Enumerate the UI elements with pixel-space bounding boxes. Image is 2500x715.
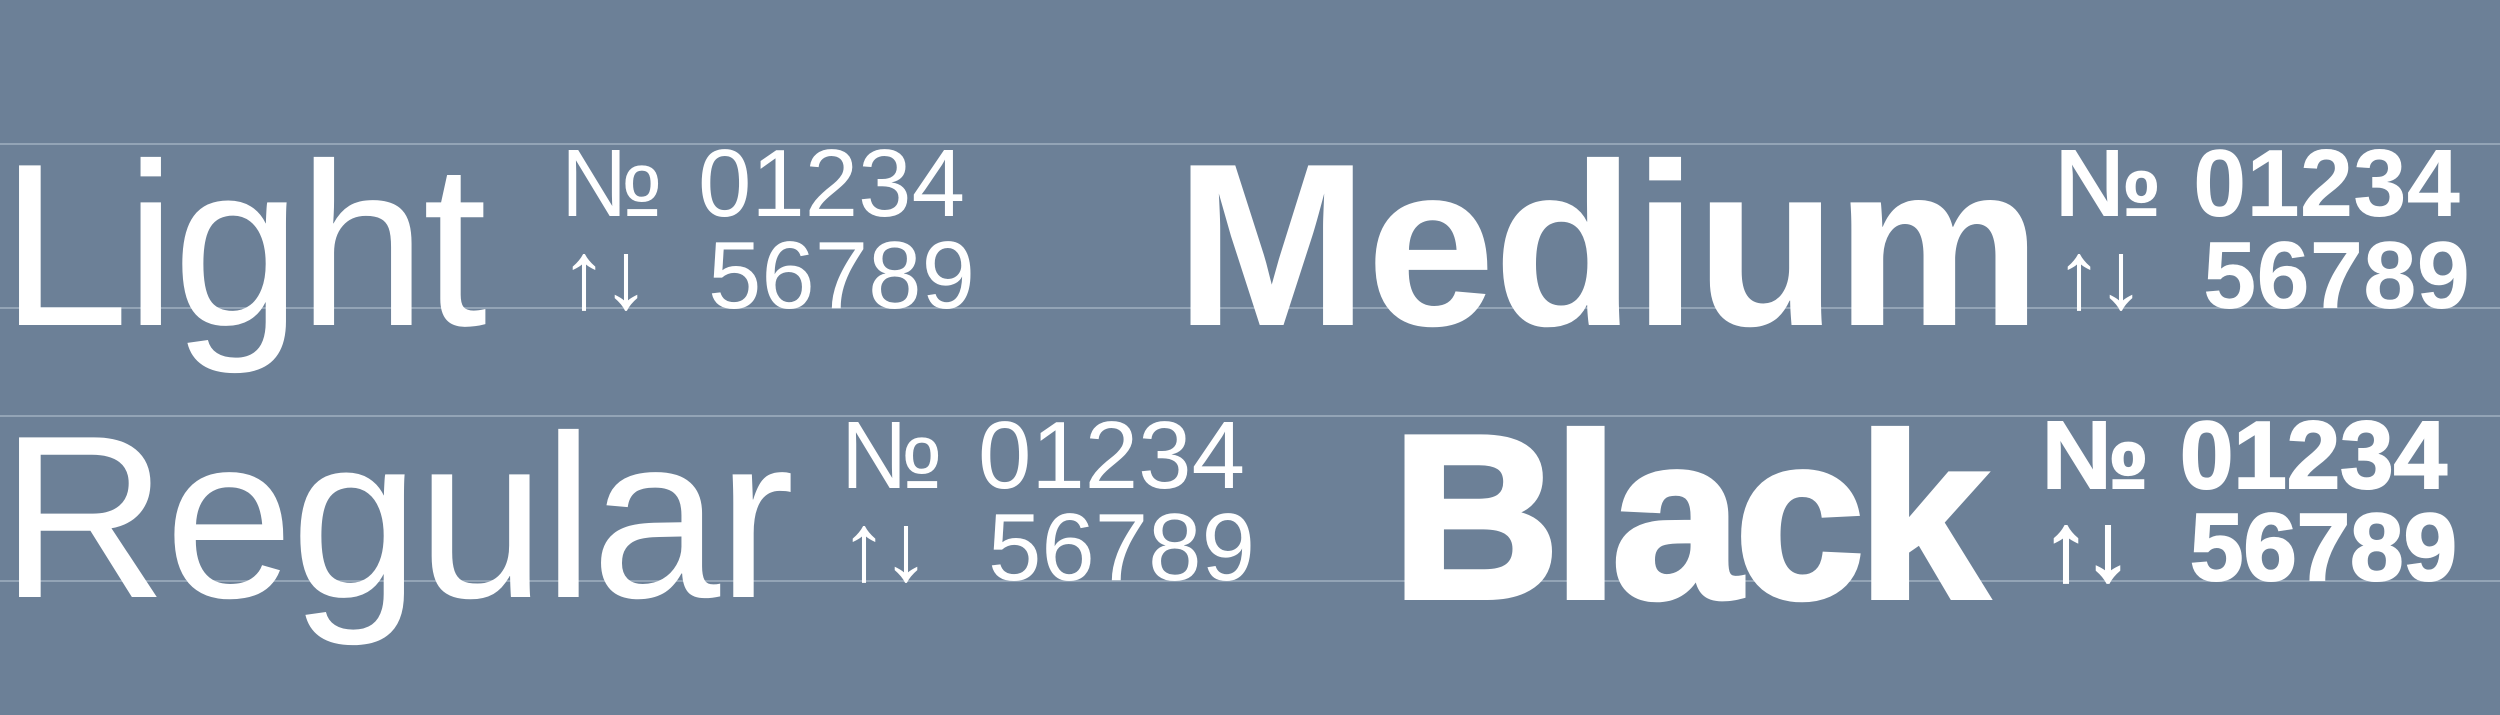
- digits-bottom: 56789: [2189, 494, 2458, 601]
- digits-top: 01234: [2193, 130, 2460, 237]
- digits-top: 01234: [978, 402, 1245, 509]
- guide-line-top-row-2: [0, 415, 2500, 417]
- arrows-up-down-icon: ↑↓: [560, 222, 650, 329]
- digits-bottom: 56789: [708, 222, 975, 329]
- numero-sign: №: [560, 130, 663, 237]
- glyph-line-bottom: ↑↓ 56789: [560, 228, 975, 324]
- weight-name-medium: Medium: [1175, 116, 2041, 375]
- glyph-line-top: № 01234: [560, 136, 965, 232]
- numero-sign: №: [2041, 402, 2150, 509]
- glyph-line-top: № 01234: [2055, 136, 2460, 232]
- arrows-up-down-icon: ↑↓: [2055, 222, 2145, 329]
- arrows-up-down-icon: ↑↓: [2041, 494, 2133, 601]
- numero-sign: №: [840, 402, 943, 509]
- weight-name-regular: Regular: [0, 388, 794, 647]
- glyph-line-bottom: ↑↓ 56789: [840, 500, 1255, 596]
- guide-line-top-row-1: [0, 143, 2500, 145]
- digits-bottom: 56789: [988, 494, 1255, 601]
- digits-top: 01234: [2179, 402, 2448, 509]
- glyph-line-bottom: ↑↓ 56789: [2041, 494, 2458, 601]
- glyph-line-top: № 01234: [2041, 402, 2448, 509]
- glyph-line-top: № 01234: [840, 408, 1245, 504]
- digits-top: 01234: [698, 130, 965, 237]
- weight-name-light: Light: [0, 116, 487, 375]
- arrows-up-down-icon: ↑↓: [840, 494, 930, 601]
- digits-bottom: 56789: [2203, 222, 2470, 329]
- guide-line-baseline-row-1: [0, 307, 2500, 309]
- weight-name-black: Black: [1389, 388, 1990, 647]
- numero-sign: №: [2055, 130, 2163, 237]
- glyph-line-bottom: ↑↓ 56789: [2055, 228, 2470, 324]
- guide-line-baseline-row-2: [0, 580, 2500, 582]
